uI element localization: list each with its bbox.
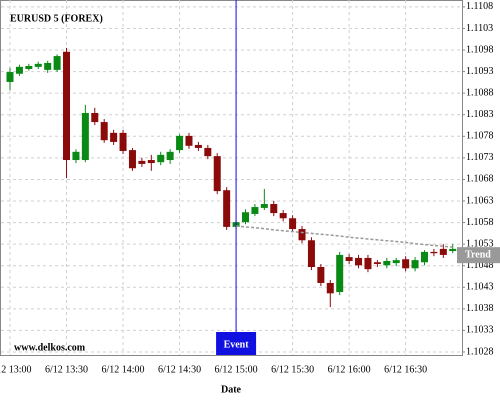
chart-title: EURUSD 5 (FOREX): [10, 13, 103, 24]
candle-body: [298, 229, 306, 241]
candle-body: [119, 132, 127, 151]
x-tick-label: 6/12 15:00: [215, 364, 258, 375]
y-tick-label: 1.1053: [466, 238, 494, 249]
y-tick-label: 1.1103: [466, 23, 493, 34]
y-tick-label: 1.1033: [466, 325, 494, 336]
candle-body: [34, 63, 42, 67]
event-box: [216, 332, 257, 355]
candle-body: [364, 257, 372, 270]
candle-body: [176, 135, 184, 151]
marks: [6, 0, 457, 355]
y-tick-label: 1.1068: [466, 174, 494, 185]
candle-body: [6, 72, 14, 82]
candle-body: [213, 156, 221, 192]
candle-body: [392, 260, 400, 264]
candle-body: [72, 151, 80, 161]
candle-body: [289, 218, 297, 230]
y-tick-label: 1.1038: [466, 303, 494, 314]
candle-body: [345, 257, 353, 261]
candle-body: [204, 147, 212, 157]
x-tick-label: 6/12 14:00: [102, 364, 145, 375]
candle-body: [373, 262, 381, 264]
candle-body: [128, 150, 136, 169]
trend-label: Trend: [465, 249, 491, 260]
y-tick-label: 1.1098: [466, 44, 494, 55]
y-tick-label: 1.1083: [466, 109, 494, 120]
candle-body: [279, 213, 287, 219]
candle-body: [157, 154, 165, 163]
candle-body: [91, 113, 99, 123]
plot-frame: [0, 0, 463, 356]
candle-body: [307, 240, 315, 268]
y-tick-label: 1.1043: [466, 282, 494, 293]
candle-body: [15, 66, 23, 74]
y-tick-label: 1.1108: [466, 1, 493, 12]
candle-body: [53, 56, 61, 70]
candle-body: [430, 251, 438, 254]
event-label: Event: [224, 339, 250, 350]
candle-body: [402, 259, 410, 269]
candle-body: [81, 113, 89, 161]
y-tick-label: 1.1048: [466, 260, 494, 271]
candle-body: [100, 122, 108, 141]
candle-body: [185, 135, 193, 146]
y-tick-label: 1.1093: [466, 66, 494, 77]
candle-body: [194, 144, 202, 148]
candle-body: [242, 212, 249, 223]
x-tick-label: 6/12 14:30: [158, 364, 201, 375]
candle-body: [326, 282, 334, 294]
x-tick-label: 6/12 13:30: [45, 364, 88, 375]
candle-body: [270, 204, 278, 214]
y-tick-label: 1.1058: [466, 217, 494, 228]
candle-body: [411, 260, 419, 269]
x-tick-label: 6/12 16:00: [328, 364, 371, 375]
x-tick-label: 6/12 15:30: [271, 364, 314, 375]
x-tick-label: 6/12 16:30: [384, 364, 427, 375]
candle-body: [439, 248, 447, 255]
candle-body: [223, 190, 231, 227]
candle-body: [44, 62, 52, 70]
watermark: www.delkos.com: [14, 342, 86, 353]
trend-box: [457, 247, 500, 264]
candle-body: [138, 160, 146, 164]
candle-body: [147, 160, 155, 164]
candle-body: [166, 151, 174, 161]
candle-body: [251, 207, 259, 214]
candle-body: [355, 257, 363, 266]
y-tick-label: 1.1063: [466, 195, 494, 206]
candle-body: [260, 204, 268, 208]
candle-body: [449, 248, 457, 252]
y-tick-label: 1.1073: [466, 152, 494, 163]
x-tick-label: 6/12 13:00: [0, 364, 32, 375]
candle-body: [317, 267, 325, 283]
candle-body: [63, 51, 71, 161]
candle-body: [110, 132, 118, 142]
y-tick-label: 1.1028: [466, 346, 494, 357]
y-tick-label: 1.1078: [466, 131, 494, 142]
grid: [1, 0, 462, 355]
trend-line: [236, 225, 453, 248]
candle-body: [25, 65, 33, 70]
candle-body: [383, 260, 391, 266]
x-axis-label: Date: [221, 384, 242, 395]
candle-body: [420, 251, 428, 263]
candle-body: [336, 254, 344, 293]
y-tick-label: 1.1088: [466, 87, 494, 98]
